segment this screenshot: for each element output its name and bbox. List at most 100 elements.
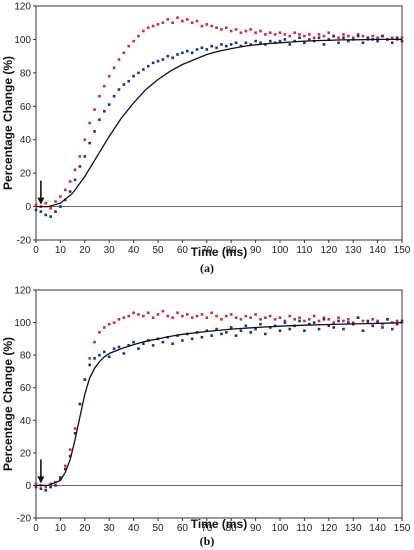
blue-data-point [225, 44, 228, 48]
blue-data-point [342, 36, 345, 40]
red-data-point [34, 203, 38, 207]
y-tick-label: 100 [14, 318, 31, 329]
fit-curve-line [36, 38, 402, 208]
blue-data-point [63, 467, 67, 471]
blue-data-point [395, 36, 399, 40]
blue-data-point [220, 332, 223, 336]
red-data-point [132, 39, 135, 43]
red-data-point [293, 31, 296, 35]
red-data-point [225, 314, 228, 318]
red-data-point [54, 200, 57, 203]
blue-data-point [283, 38, 287, 41]
blue-data-point [225, 331, 228, 334]
y-tick-label: 40 [20, 135, 32, 146]
red-data-point [83, 138, 87, 142]
red-data-point [200, 313, 204, 316]
red-data-point [371, 318, 375, 321]
red-data-point [273, 318, 277, 321]
blue-data-point [347, 321, 350, 324]
red-data-point [361, 319, 365, 323]
blue-data-point [127, 344, 131, 347]
blue-data-point [234, 334, 238, 337]
panel-label-a: (a) [200, 261, 214, 275]
red-data-point [347, 318, 350, 321]
red-data-point [117, 318, 121, 321]
blue-data-point [146, 64, 150, 68]
red-data-point [93, 340, 96, 344]
red-data-point [166, 18, 170, 21]
red-data-point [337, 316, 340, 319]
red-data-point [249, 28, 253, 31]
red-data-point [337, 36, 340, 40]
red-data-point [327, 318, 331, 321]
blue-data-point [332, 34, 335, 38]
blue-data-point [117, 88, 121, 91]
x-tick-label: 70 [201, 245, 213, 256]
red-data-point [122, 316, 126, 319]
blue-data-point [127, 79, 131, 83]
blue-data-point [356, 316, 360, 319]
red-data-point [205, 316, 209, 319]
blue-data-point [34, 208, 38, 212]
blue-data-point [244, 41, 248, 45]
red-data-point [307, 33, 311, 36]
blue-data-point [400, 319, 404, 323]
red-data-point [229, 29, 233, 33]
data-marks [34, 309, 404, 492]
red-data-point [332, 321, 335, 324]
blue-data-point [332, 326, 335, 329]
blue-data-point [229, 43, 233, 46]
red-data-point [185, 313, 189, 316]
red-data-point [303, 319, 306, 323]
red-data-point [93, 108, 96, 111]
blue-data-point [137, 71, 140, 75]
blue-data-point [107, 355, 111, 359]
blue-data-point [181, 339, 184, 342]
red-data-point [342, 33, 345, 36]
red-data-point [376, 319, 379, 323]
blue-data-point [103, 350, 106, 354]
red-data-point [63, 464, 67, 468]
red-data-point [322, 34, 326, 38]
blue-data-point [44, 489, 48, 492]
red-data-point [210, 24, 213, 28]
red-data-point [278, 316, 282, 319]
x-tick-label: 150 [394, 245, 411, 256]
x-axis-label: Time (ms) [191, 245, 247, 259]
blue-data-point [161, 340, 165, 344]
red-data-point [44, 201, 48, 205]
red-data-point [381, 322, 384, 326]
blue-data-point [215, 327, 218, 331]
blue-data-point [288, 327, 292, 331]
red-data-point [220, 318, 223, 321]
red-data-point [351, 321, 355, 324]
x-tick-label: 0 [33, 245, 39, 256]
blue-data-point [200, 46, 204, 50]
blue-data-point [132, 340, 135, 344]
x-tick-label: 30 [104, 523, 116, 534]
blue-data-point [49, 215, 52, 218]
y-tick-label: 120 [14, 2, 31, 13]
blue-data-point [371, 324, 375, 328]
x-tick-label: 20 [79, 523, 91, 534]
red-data-point [181, 19, 184, 23]
blue-data-point [244, 324, 248, 328]
blue-data-point [298, 319, 301, 323]
blue-data-point [361, 41, 365, 45]
red-data-point [288, 314, 292, 318]
red-data-point [400, 36, 404, 40]
blue-data-point [268, 39, 272, 43]
blue-data-point [303, 41, 306, 45]
red-data-point [142, 314, 145, 318]
x-tick-label: 50 [152, 523, 164, 534]
blue-data-point [88, 363, 91, 367]
blue-data-point [303, 329, 306, 333]
red-data-point [190, 21, 194, 25]
blue-data-point [342, 327, 345, 331]
red-data-point [376, 36, 379, 40]
y-axis-label: Percentage Change (%) [1, 337, 15, 471]
red-data-point [171, 316, 174, 319]
blue-data-point [151, 61, 155, 65]
blue-data-point [142, 342, 145, 346]
red-data-point [59, 475, 62, 479]
